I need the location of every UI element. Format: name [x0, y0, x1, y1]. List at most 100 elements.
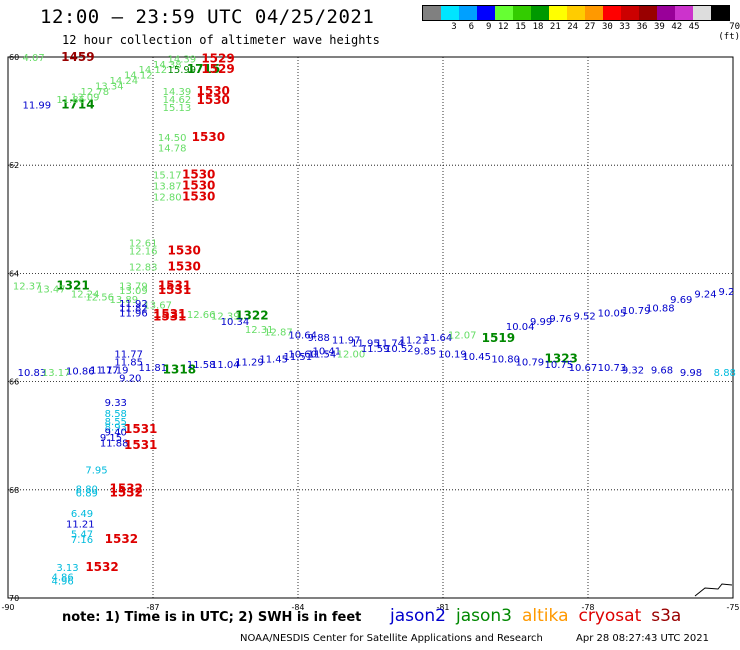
wave-height-label: 8.55	[105, 417, 127, 428]
pass-time-label: 1530	[182, 168, 215, 182]
pass-time-label: 1322	[235, 308, 268, 322]
wave-height-label: 11.88	[100, 439, 129, 450]
x-tick-label: -87	[146, 603, 159, 612]
pass-time-label: 1715	[187, 62, 220, 76]
y-tick-label: 66	[9, 378, 19, 387]
wave-height-label: 11.29	[235, 357, 264, 368]
wave-height-label: 9.52	[574, 311, 596, 322]
pass-time-label: 1531	[124, 422, 157, 436]
wave-height-label: 11.54	[308, 349, 337, 360]
y-tick-label: 60	[9, 53, 19, 62]
legend-entry: s3a	[651, 606, 682, 626]
color-scale-label: 33	[619, 22, 631, 32]
color-scale-label: 15	[515, 22, 527, 32]
color-scale-label: 21	[549, 22, 561, 32]
wave-height-label: 9.98	[680, 368, 702, 379]
x-tick-label: -90	[1, 603, 14, 612]
satellite-legend: jason2 jason3 altika cryosat s3a	[390, 606, 691, 626]
wave-height-label: 11.96	[119, 309, 148, 320]
pass-time-label: 1531	[153, 307, 186, 321]
x-tick-label: -75	[726, 603, 739, 612]
color-scale-labels: 3 6 9 12 15 18 21 24 27 30 33 36 39 42 45 70 (ft)	[422, 22, 740, 42]
wave-height-label: 6.49	[71, 509, 93, 520]
color-scale-label: 39	[653, 22, 665, 32]
color-swatch	[531, 6, 549, 20]
wave-height-label: 9.76	[549, 314, 571, 325]
color-scale-label: 70 (ft)	[718, 22, 740, 42]
wave-height-label: 11.77	[90, 365, 119, 376]
pass-time-label: 1530	[197, 93, 230, 107]
pass-time-label: 1318	[163, 362, 196, 376]
wave-height-label: 3.13	[56, 563, 78, 574]
wave-height-label: 11.82	[119, 303, 148, 314]
wave-height-label: 14.39	[168, 54, 197, 65]
pass-time-label: 1323	[545, 352, 578, 366]
wave-height-label: 9.88	[308, 333, 330, 344]
x-tick-label: -81	[436, 603, 449, 612]
wave-height-label: 15.17	[153, 171, 182, 182]
wave-height-label: 10.83	[18, 368, 47, 379]
color-scale-label: 3	[451, 22, 457, 32]
legend-entry: jason2	[390, 606, 446, 626]
wave-height-label: 7.16	[71, 535, 93, 546]
color-swatch	[567, 6, 585, 20]
pass-time-label: 1530	[192, 130, 225, 144]
wave-height-label: 15.13	[163, 103, 192, 114]
pass-time-label: 1531	[158, 279, 191, 293]
color-scale-label: 42	[671, 22, 683, 32]
wave-height-label: 4.07	[23, 53, 45, 64]
wave-height-label: 14.50	[158, 133, 187, 144]
pass-time-label: 1532	[105, 532, 138, 546]
wave-height-label: 11.99	[23, 100, 52, 111]
wave-height-label: 6.89	[76, 488, 98, 499]
wave-height-label: 11.92	[119, 299, 148, 310]
wave-height-label: 9.68	[651, 365, 673, 376]
wave-height-label: 9.85	[414, 347, 436, 358]
wave-height-label: 10.79	[622, 306, 651, 317]
color-swatch	[639, 6, 657, 20]
wave-height-label: 9.2	[719, 287, 735, 298]
pass-time-label: 1519	[482, 331, 515, 345]
wave-height-label: 14.24	[110, 76, 139, 87]
wave-height-label: 14.78	[158, 144, 187, 155]
wave-height-label: 11.77	[114, 349, 143, 360]
wave-height-label: 10.52	[385, 344, 414, 355]
wave-height-label: 11.95	[351, 338, 380, 349]
wave-height-label: 12.61	[129, 238, 158, 249]
wave-height-label: 12.24	[71, 290, 100, 301]
wave-height-label: 12.56	[85, 292, 114, 303]
wave-height-label: 11.64	[424, 333, 453, 344]
wave-height-label: 12.07	[448, 330, 477, 341]
wave-height-label: 11.97	[332, 336, 361, 347]
wave-height-label: 10.60	[288, 349, 317, 360]
color-scale-label: 12	[497, 22, 509, 32]
wave-height-label: 12.00	[337, 349, 366, 360]
coastline	[694, 583, 733, 597]
color-scale-label: 24	[567, 22, 579, 32]
legend-entry: altika	[522, 606, 569, 626]
wave-height-label: 11.86	[56, 95, 85, 106]
wave-height-label: 12.87	[264, 328, 293, 339]
wave-height-label: 10.75	[545, 360, 574, 371]
wave-height-label: 10.79	[516, 357, 545, 368]
wave-height-label: 13.89	[110, 295, 139, 306]
pass-time-label: 1530	[182, 189, 215, 203]
wave-height-label: 8.58	[105, 409, 127, 420]
pass-time-label: 1530	[182, 179, 215, 193]
pass-time-label: 1532	[85, 560, 118, 574]
wave-height-label: 14.39	[163, 87, 192, 98]
wave-height-label: 13.87	[153, 182, 182, 193]
wave-height-label: 11.74	[375, 338, 404, 349]
wave-height-label: 14.62	[163, 95, 192, 106]
wave-height-label: 13.09	[119, 286, 148, 297]
wave-height-label: 9.24	[694, 290, 716, 301]
page-subtitle: 12 hour collection of altimeter wave hei…	[62, 33, 380, 47]
pass-time-label: 1459	[61, 50, 94, 64]
footer-timestamp: Apr 28 08:27:43 UTC 2021	[576, 633, 709, 644]
wave-height-label: 10.86	[66, 367, 95, 378]
wave-height-label: 10.05	[598, 309, 627, 320]
pass-time-label: 1321	[56, 279, 89, 293]
wave-height-label: 9.99	[530, 317, 552, 328]
color-scale-label: 6	[468, 22, 475, 32]
